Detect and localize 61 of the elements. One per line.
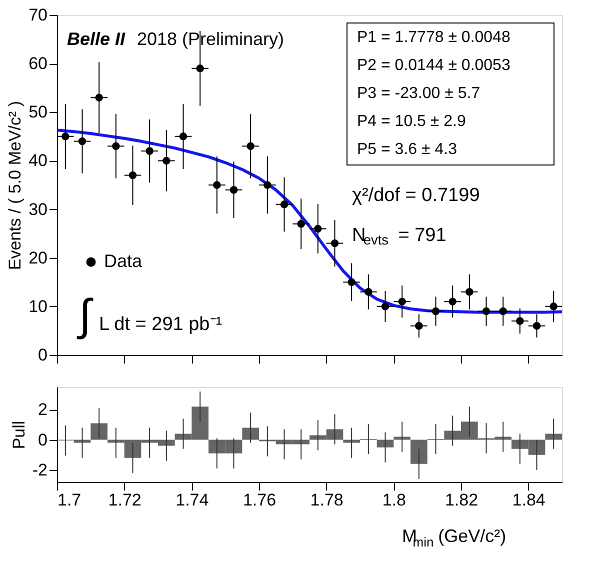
annotation: ∫ — [76, 291, 94, 340]
point — [128, 171, 137, 180]
y-tick-label: 0 — [38, 430, 48, 450]
y-tick-label: -2 — [32, 460, 48, 480]
point — [95, 94, 103, 102]
y-tick-label: 20 — [28, 248, 48, 268]
point — [550, 302, 558, 310]
y-tick-label: 40 — [28, 151, 48, 170]
x-tick-label: 1.82 — [444, 490, 478, 510]
annotation: P2 = 0.0144 ± 0.0053 — [357, 57, 510, 74]
point — [448, 298, 456, 306]
x-tick-label: 1.8 — [382, 490, 406, 510]
y-tick-label: 50 — [28, 102, 48, 122]
y-tick-label: 0 — [38, 346, 48, 364]
x-tick-label: 1.74 — [176, 490, 209, 510]
point — [280, 200, 288, 208]
point — [230, 186, 238, 194]
point — [499, 307, 507, 316]
point — [162, 156, 170, 165]
y-axis-title: Events / ( 5.0 MeV/c² ) — [6, 100, 25, 270]
annotation: χ²/dof = 0.7199 — [352, 185, 480, 206]
annotation: Belle II — [67, 29, 126, 49]
point — [196, 64, 204, 72]
y-tick-label: 70 — [28, 6, 48, 24]
point — [146, 147, 154, 155]
point — [330, 239, 339, 248]
y-tick-label: 2 — [38, 400, 48, 420]
legend-label: Data — [104, 251, 144, 271]
point — [516, 317, 524, 325]
y-tick-label: 30 — [28, 200, 48, 219]
point — [112, 142, 120, 150]
y-tick-label: 10 — [28, 296, 48, 316]
point — [466, 288, 474, 296]
x-tick-label: 1.84 — [512, 490, 546, 510]
point — [62, 132, 70, 140]
point — [246, 142, 254, 150]
point — [532, 322, 541, 330]
point — [78, 137, 86, 146]
annotation: P1 = 1.7778 ± 0.0048 — [357, 29, 510, 46]
point — [213, 181, 221, 189]
annotation: P5 = 3.6 ± 4.3 — [357, 141, 458, 158]
x-tick-label: 1.72 — [108, 490, 142, 510]
point — [314, 224, 322, 233]
point — [297, 220, 305, 228]
annotation: P3 = -23.00 ± 5.7 — [357, 85, 480, 102]
point — [432, 307, 440, 316]
x-tick-label: 1.7 — [58, 490, 82, 510]
point — [264, 181, 272, 189]
x-tick-label: 1.78 — [310, 490, 344, 510]
point — [381, 302, 390, 310]
point — [179, 132, 188, 140]
y-axis-title: Pull — [9, 420, 28, 450]
point — [398, 298, 406, 306]
annotation: L dt = 291 pb⁻¹ — [99, 314, 222, 335]
point — [415, 322, 423, 330]
point — [482, 307, 490, 316]
point — [364, 288, 372, 296]
y-tick-label: 60 — [28, 54, 48, 74]
annotation: P4 = 10.5 ± 2.9 — [357, 113, 466, 130]
point — [348, 278, 356, 286]
x-tick-label: 1.76 — [242, 490, 276, 510]
